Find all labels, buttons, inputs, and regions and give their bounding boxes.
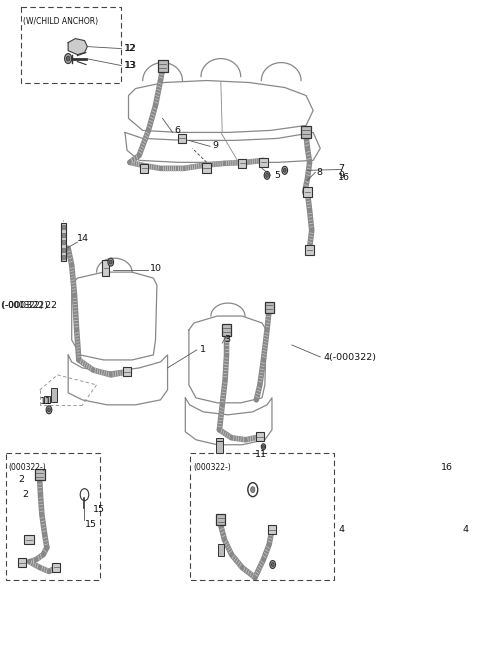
Circle shape bbox=[271, 563, 274, 567]
Bar bbox=[52, 563, 60, 572]
Text: 12: 12 bbox=[124, 44, 136, 53]
Bar bbox=[157, 60, 168, 72]
Bar bbox=[216, 438, 223, 452]
Text: 6: 6 bbox=[175, 126, 180, 135]
Text: 10: 10 bbox=[150, 264, 162, 272]
Bar bbox=[62, 225, 65, 229]
Bar bbox=[140, 164, 148, 173]
Text: 4: 4 bbox=[462, 525, 468, 534]
Text: 8: 8 bbox=[317, 168, 323, 177]
Bar bbox=[256, 432, 264, 442]
Circle shape bbox=[109, 260, 112, 264]
Text: 9: 9 bbox=[338, 171, 344, 180]
Text: (000322-): (000322-) bbox=[9, 463, 46, 472]
Bar bbox=[24, 535, 34, 544]
Text: 7: 7 bbox=[338, 164, 344, 173]
Text: (W/CHILD ANCHOR): (W/CHILD ANCHOR) bbox=[24, 16, 98, 26]
Bar bbox=[264, 301, 274, 313]
Bar bbox=[62, 233, 65, 237]
Text: 3: 3 bbox=[224, 336, 230, 345]
Text: 11: 11 bbox=[40, 397, 52, 407]
Bar bbox=[18, 558, 26, 567]
Text: 5: 5 bbox=[274, 171, 280, 180]
Text: (000322-): (000322-) bbox=[193, 463, 231, 472]
Circle shape bbox=[46, 406, 52, 414]
Text: 15: 15 bbox=[84, 520, 96, 529]
Text: 11: 11 bbox=[255, 450, 267, 459]
Bar bbox=[178, 134, 186, 143]
Text: 2: 2 bbox=[22, 490, 28, 499]
Bar bbox=[218, 544, 224, 555]
Bar bbox=[62, 240, 65, 244]
Text: 9: 9 bbox=[212, 141, 218, 150]
Bar bbox=[44, 396, 50, 403]
Text: 14: 14 bbox=[77, 234, 89, 243]
Circle shape bbox=[108, 258, 114, 266]
Text: (-000322) 2: (-000322) 2 bbox=[0, 301, 57, 309]
Bar bbox=[62, 247, 65, 251]
Bar bbox=[51, 388, 57, 402]
Circle shape bbox=[264, 171, 270, 180]
Circle shape bbox=[66, 56, 70, 61]
Bar bbox=[303, 188, 312, 197]
Bar bbox=[216, 514, 226, 525]
Bar bbox=[6, 453, 100, 580]
Circle shape bbox=[48, 408, 50, 412]
Text: 13: 13 bbox=[124, 61, 136, 70]
Text: 13: 13 bbox=[125, 61, 137, 70]
Bar bbox=[62, 255, 65, 259]
Bar bbox=[190, 453, 335, 580]
Circle shape bbox=[283, 168, 286, 172]
Bar bbox=[305, 245, 314, 255]
Polygon shape bbox=[68, 39, 87, 55]
Circle shape bbox=[265, 173, 268, 177]
Text: (-000322) 2: (-000322) 2 bbox=[2, 301, 51, 309]
Circle shape bbox=[270, 561, 276, 569]
Text: 2: 2 bbox=[18, 475, 24, 484]
Circle shape bbox=[282, 166, 288, 174]
Bar bbox=[21, 7, 121, 82]
Circle shape bbox=[251, 487, 255, 493]
Bar bbox=[35, 469, 45, 480]
Circle shape bbox=[65, 53, 72, 64]
Text: 1: 1 bbox=[200, 345, 205, 355]
Bar bbox=[60, 223, 66, 261]
Bar bbox=[216, 441, 223, 453]
Text: 16: 16 bbox=[338, 173, 350, 182]
Bar bbox=[301, 126, 311, 138]
Text: 4: 4 bbox=[338, 525, 344, 534]
Bar bbox=[268, 525, 276, 534]
Bar bbox=[238, 159, 246, 168]
Bar bbox=[123, 367, 132, 376]
Bar bbox=[222, 324, 231, 336]
Text: 4(-000322): 4(-000322) bbox=[324, 353, 377, 363]
Bar bbox=[202, 163, 211, 173]
Circle shape bbox=[263, 445, 264, 448]
Text: 12: 12 bbox=[125, 44, 137, 53]
Text: 16: 16 bbox=[441, 463, 453, 472]
Bar bbox=[259, 158, 268, 167]
Bar bbox=[102, 260, 109, 276]
Circle shape bbox=[261, 443, 265, 450]
Text: 15: 15 bbox=[93, 505, 105, 514]
